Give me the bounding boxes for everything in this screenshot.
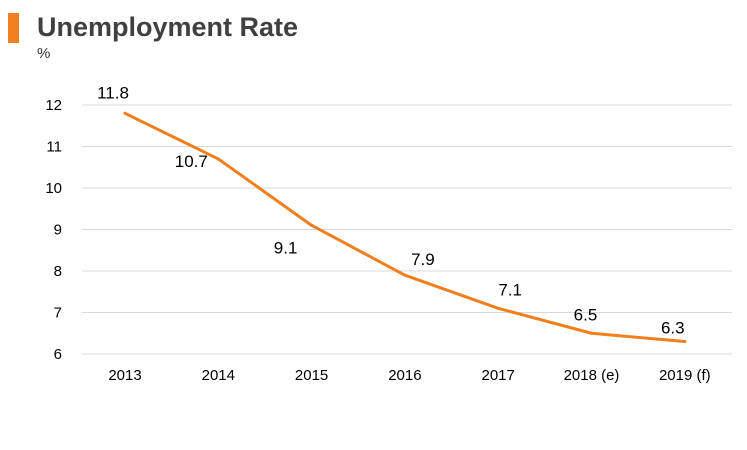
data-label: 6.3: [661, 319, 685, 338]
data-point: [590, 331, 593, 335]
data-point: [496, 306, 500, 310]
gridlines: [82, 104, 732, 355]
data-label: 7.9: [411, 250, 435, 269]
data-point: [683, 340, 687, 344]
x-tick-label: 2018 (e): [564, 367, 620, 384]
data-point: [403, 273, 407, 277]
y-tick-label: 10: [45, 180, 62, 197]
data-labels: 11.8 10.7 9.1 7.9 7.1 6.5 6.3: [97, 83, 685, 337]
x-tick-label: 2013: [108, 367, 141, 384]
series-unemployment: [123, 111, 687, 344]
y-tick-label: 6: [54, 346, 62, 363]
data-label: 7.1: [498, 280, 522, 299]
x-tick-label: 2019 (f): [659, 367, 711, 384]
x-axis-ticks: 2013 2014 2015 2016 2017 2018 (e) 2019 (f): [108, 367, 710, 384]
y-tick-label: 7: [54, 305, 62, 322]
y-axis-ticks: 6 7 8 9 10 11 12: [45, 97, 62, 363]
series-line: [123, 111, 687, 344]
y-tick-label: 12: [45, 97, 62, 114]
y-tick-label: 11: [46, 139, 62, 156]
y-tick-label: 8: [54, 263, 62, 280]
data-label: 6.5: [574, 305, 598, 324]
data-point: [310, 223, 314, 227]
data-label: 9.1: [274, 238, 298, 257]
title-accent-bar: [8, 13, 19, 43]
data-label: 11.8: [97, 83, 129, 102]
x-tick-label: 2017: [482, 367, 515, 384]
chart-title: Unemployment Rate: [37, 12, 299, 42]
data-point: [123, 111, 127, 115]
x-tick-label: 2016: [388, 367, 421, 384]
data-label: 10.7: [175, 152, 208, 171]
y-axis-unit-label: %: [37, 45, 51, 62]
x-tick-label: 2015: [295, 367, 328, 384]
data-point: [216, 157, 220, 161]
x-tick-label: 2014: [202, 367, 235, 384]
y-tick-label: 9: [54, 222, 62, 239]
